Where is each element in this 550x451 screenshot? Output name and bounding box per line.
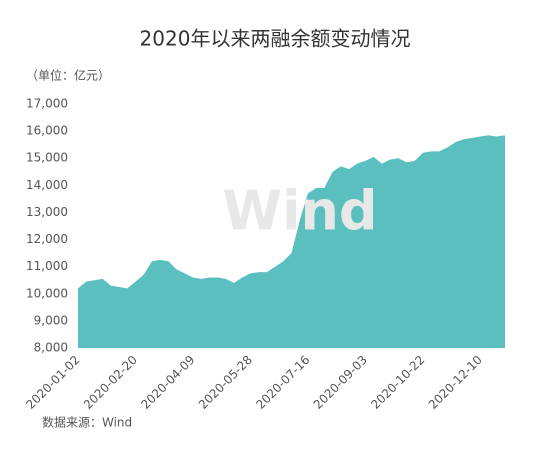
x-tick-label: 2020-09-03 [311,353,370,412]
x-tick-label: 2020-12-10 [426,353,485,412]
y-tick-label: 10,000 [26,286,68,300]
area [78,135,505,348]
y-tick-label: 12,000 [26,232,68,246]
y-tick-label: 9,000 [34,313,68,327]
y-tick-label: 16,000 [26,124,68,138]
x-tick-label: 2020-05-28 [196,353,255,412]
chart-title: 2020年以来两融余额变动情况 [140,27,411,51]
x-tick-label: 2020-07-16 [253,353,312,412]
watermark: Wind [222,180,377,243]
y-tick-label: 14,000 [26,178,68,192]
x-tick-label: 2020-04-09 [138,353,197,412]
source-label: 数据来源：Wind [42,415,132,430]
x-tick-label: 2020-01-02 [23,353,82,412]
y-tick-label: 15,000 [26,151,68,165]
y-tick-label: 11,000 [26,259,68,273]
y-tick-label: 8,000 [34,341,68,355]
unit-label: （单位：亿元） [26,68,110,83]
y-tick-label: 13,000 [26,205,68,219]
x-tick-label: 2020-10-22 [368,353,427,412]
x-tick-label: 2020-02-20 [81,353,140,412]
y-tick-label: 17,000 [26,97,68,111]
